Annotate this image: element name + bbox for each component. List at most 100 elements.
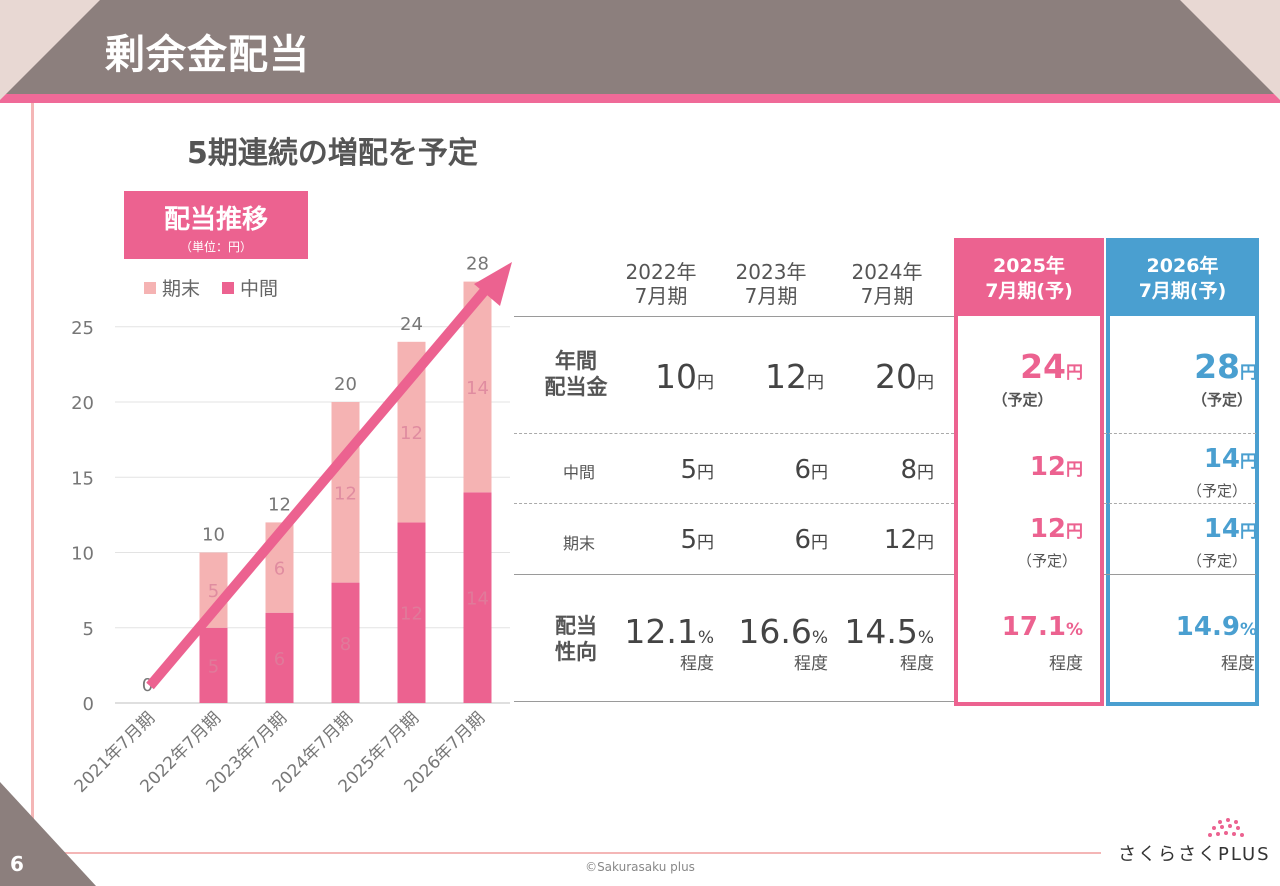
bar-total-label-3: 20 <box>334 374 357 395</box>
bar-label-yearend-3: 12 <box>334 483 357 504</box>
payout-2024-unit: % <box>917 628 934 648</box>
row-label-annual-line2: 配当金 <box>544 375 608 399</box>
yearend-2022-value: 5 <box>680 525 697 555</box>
chart-title-box: 配当推移 （単位：円） <box>124 191 308 259</box>
column-header-2024-line1: 2024年 <box>851 260 923 284</box>
column-header-2024-line2: 7月期 <box>860 284 914 308</box>
bar-label-yearend-1: 5 <box>208 581 219 602</box>
payout-2024: 14.5% <box>820 612 934 651</box>
interim-2026-note: （予定） <box>1186 482 1247 500</box>
yearend-2025-value: 12 <box>1029 514 1066 544</box>
y-tick-label-0: 0 <box>83 694 94 715</box>
annual-2024-unit: 円 <box>917 373 934 393</box>
payout-2022-note: 程度 <box>680 654 714 674</box>
payout-2023: 16.6% <box>714 612 828 651</box>
cherry-blossom-icon <box>1208 818 1244 837</box>
yearend-2023-unit: 円 <box>811 533 828 553</box>
yearend-2024-unit: 円 <box>917 533 934 553</box>
payout-2026-unit: % <box>1239 620 1257 640</box>
interim-2023-value: 6 <box>794 455 811 485</box>
bar-total-label-5: 28 <box>466 254 489 275</box>
trend-arrow-head <box>474 262 512 306</box>
table-rule-mid-b <box>1104 574 1256 575</box>
bar-total-label-2: 12 <box>268 494 291 515</box>
bar-interim-2 <box>265 612 294 703</box>
bar-label-yearend-2: 6 <box>274 559 285 580</box>
payout-2025-value: 17.1 <box>1001 612 1066 642</box>
left-rule <box>31 103 34 855</box>
yearend-2025-note: （予定） <box>1016 552 1077 570</box>
column-header-2026-line1: 2026年 <box>1146 255 1219 277</box>
payout-2022-value: 12.1 <box>624 612 698 651</box>
row-label-payout-line1: 配当 <box>555 614 597 638</box>
page-number: 6 <box>10 852 24 876</box>
yearend-2022-unit: 円 <box>697 533 714 553</box>
interim-2024-value: 8 <box>900 455 917 485</box>
annual-2026-note: （予定） <box>1191 391 1252 409</box>
y-tick-label-10: 10 <box>71 544 94 565</box>
y-tick-label-20: 20 <box>71 393 94 414</box>
column-header-2023: 2023年 7月期 <box>716 260 826 308</box>
payout-2025: 17.1% <box>962 612 1083 642</box>
chart-unit: （単位：円） <box>179 240 252 254</box>
annual-2026: 28円 <box>1112 347 1257 386</box>
yearend-2026-value: 14 <box>1203 514 1240 544</box>
header-corner-left <box>0 0 100 100</box>
interim-2025-value: 12 <box>1029 452 1066 482</box>
column-header-2025: 2025年 7月期(予) <box>958 242 1100 316</box>
table-rule-bottom <box>514 701 954 702</box>
payout-2023-value: 16.6 <box>738 612 812 651</box>
annual-2025-note: （予定） <box>992 391 1053 409</box>
column-header-2026: 2026年 7月期(予) <box>1110 242 1255 316</box>
yearend-2024-value: 12 <box>883 525 917 555</box>
annual-2025-unit: 円 <box>1066 363 1083 383</box>
row-label-annual: 年間 配当金 <box>514 348 638 400</box>
column-header-2023-line2: 7月期 <box>744 284 798 308</box>
y-tick-label-5: 5 <box>83 619 94 640</box>
interim-2022: 5円 <box>600 455 714 485</box>
y-tick-label-25: 25 <box>71 318 94 339</box>
yearend-2023-value: 6 <box>794 525 811 555</box>
y-tick-label-15: 15 <box>71 468 94 489</box>
column-header-2026-line2: 7月期(予) <box>1138 280 1227 302</box>
payout-2022: 12.1% <box>600 612 714 651</box>
table-rule-dashed-2b <box>1104 503 1256 504</box>
table-rule-dashed-1 <box>514 433 954 434</box>
row-label-interim: 中間 <box>562 463 595 482</box>
bar-total-label-4: 24 <box>400 314 423 335</box>
page-title: 剰余金配当 <box>105 32 310 78</box>
header-stripe <box>0 94 1280 103</box>
annual-2024: 20円 <box>820 357 934 396</box>
bar-total-label-1: 10 <box>202 525 225 546</box>
bar-interim-3 <box>331 582 360 703</box>
legend-label-interim: 中間 <box>240 278 279 300</box>
yearend-2026: 14円 <box>1112 514 1257 544</box>
column-header-2022-line1: 2022年 <box>625 260 697 284</box>
footer-corner <box>0 782 96 886</box>
column-header-2023-line1: 2023年 <box>735 260 807 284</box>
bar-interim-4 <box>397 522 426 703</box>
column-header-2025-line2: 7月期(予) <box>985 280 1073 302</box>
dividend-chart: 051015202502021年7月期55102022年7月期66122023年… <box>71 254 512 797</box>
row-label-payout-line2: 性向 <box>555 640 597 664</box>
bar-label-yearend-5: 14 <box>466 378 489 399</box>
yearend-2026-unit: 円 <box>1240 522 1257 542</box>
payout-2024-note: 程度 <box>900 654 934 674</box>
payout-2023-note: 程度 <box>794 654 828 674</box>
column-header-2024: 2024年 7月期 <box>832 260 942 308</box>
header-bar <box>0 0 1280 94</box>
interim-2026-value: 14 <box>1203 444 1240 474</box>
payout-2023-unit: % <box>811 628 828 648</box>
bar-interim-1 <box>199 627 228 703</box>
trend-arrow-shaft <box>146 278 496 690</box>
yearend-2025-unit: 円 <box>1066 522 1083 542</box>
header-corner-right <box>1180 0 1280 100</box>
legend-item-interim: 中間 <box>222 274 278 301</box>
payout-2025-unit: % <box>1065 620 1083 640</box>
annual-2025: 24円 <box>962 347 1083 386</box>
column-header-2022-line2: 7月期 <box>634 284 688 308</box>
table-rule-top <box>514 316 954 317</box>
yearend-2025: 12円 <box>962 514 1083 544</box>
legend-label-yearend: 期末 <box>162 278 201 300</box>
payout-2024-value: 14.5 <box>844 612 918 651</box>
